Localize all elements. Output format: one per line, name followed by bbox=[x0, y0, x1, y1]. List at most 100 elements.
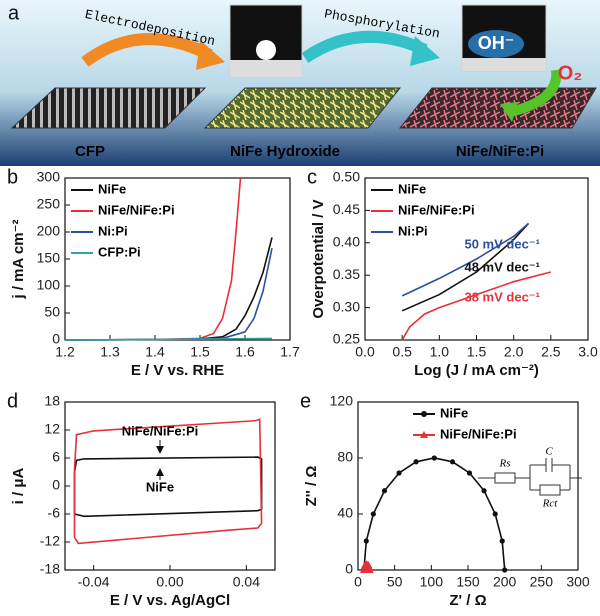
inset-label: C bbox=[545, 446, 553, 458]
series-label: NiFe bbox=[146, 479, 174, 494]
ion-label: OH⁻ bbox=[478, 33, 515, 53]
material-label: NiFe Hydroxide bbox=[230, 143, 340, 160]
point bbox=[365, 566, 374, 573]
data-line bbox=[401, 222, 530, 312]
y-axis-label: j / mA cm⁻² bbox=[10, 219, 27, 299]
y-tick-label: 50 bbox=[44, 304, 60, 320]
y-axis-label: i / μA bbox=[10, 467, 27, 504]
x-tick-label: 1.6 bbox=[235, 344, 255, 360]
point bbox=[370, 511, 376, 517]
resistor bbox=[539, 484, 561, 496]
inset-label: Rct bbox=[542, 498, 559, 510]
legend-label: NiFe/NiFe:Pi bbox=[398, 202, 475, 217]
y-tick-label: 0.40 bbox=[333, 234, 360, 250]
y-tick-label: 40 bbox=[337, 505, 353, 521]
data-line bbox=[64, 237, 273, 341]
point bbox=[381, 488, 388, 494]
point bbox=[492, 511, 498, 517]
data-line bbox=[401, 271, 552, 341]
panel-label: a bbox=[8, 2, 20, 24]
point bbox=[431, 455, 437, 461]
annotation: 48 mV dec⁻¹ bbox=[464, 259, 540, 274]
x-axis-label: Log (J / mA cm⁻²) bbox=[414, 362, 539, 379]
circuit-inset bbox=[478, 458, 582, 496]
x-tick-label: 1.0 bbox=[430, 344, 450, 360]
legend-label: NiFe/NiFe:Pi bbox=[440, 426, 517, 441]
x-tick-label: 1.3 bbox=[100, 344, 120, 360]
annotation: 38 mV dec⁻¹ bbox=[464, 289, 540, 304]
legend-marker bbox=[420, 431, 428, 438]
point bbox=[449, 459, 456, 465]
panel-label: c bbox=[307, 166, 317, 188]
x-axis-label: E / V vs. Ag/AgCl bbox=[110, 592, 230, 609]
arrow-head bbox=[196, 40, 225, 70]
point bbox=[481, 488, 487, 494]
x-axis-label: Z' / Ω bbox=[449, 592, 486, 609]
point bbox=[502, 567, 508, 573]
y-tick-label: 80 bbox=[337, 449, 353, 465]
y-tick-label: 0.45 bbox=[333, 201, 360, 217]
legend-label: NiFe bbox=[440, 405, 468, 420]
resistor bbox=[494, 472, 516, 484]
x-tick-label: 0.5 bbox=[392, 344, 412, 360]
x-tick-label: 0.0 bbox=[355, 344, 375, 360]
x-tick-label: 1.7 bbox=[280, 344, 300, 360]
y-tick-label: 0 bbox=[345, 561, 353, 577]
y-tick-label: 300 bbox=[37, 169, 61, 185]
data-line bbox=[64, 337, 273, 341]
y-tick-label: 6 bbox=[52, 449, 60, 465]
x-tick-label: 1.2 bbox=[55, 344, 75, 360]
x-tick-label: 100 bbox=[420, 574, 444, 590]
panel-label: e bbox=[300, 390, 311, 412]
inset-label: Rs bbox=[499, 458, 511, 470]
point bbox=[413, 459, 419, 465]
y-tick-label: 100 bbox=[37, 277, 61, 293]
y-tick-label: -12 bbox=[40, 533, 60, 549]
y-axis-label: Overpotential / V bbox=[310, 199, 327, 318]
x-tick-label: 300 bbox=[566, 574, 590, 590]
x-tick-label: 1.5 bbox=[190, 344, 210, 360]
x-tick-label: -0.04 bbox=[78, 574, 110, 590]
y-tick-label: -18 bbox=[40, 561, 60, 577]
material-label: CFP bbox=[75, 143, 105, 160]
x-tick-label: 0.04 bbox=[233, 574, 260, 590]
pi-substrate bbox=[398, 87, 597, 129]
x-tick-label: 2.5 bbox=[541, 344, 561, 360]
data-line bbox=[401, 222, 530, 297]
x-tick-label: 0.00 bbox=[156, 574, 183, 590]
data-line bbox=[73, 418, 263, 545]
y-tick-label: 120 bbox=[330, 393, 354, 409]
x-axis-label: E / V vs. RHE bbox=[131, 362, 224, 379]
droplet bbox=[256, 40, 276, 60]
legend-label: Ni:Pi bbox=[398, 223, 428, 238]
x-tick-label: 150 bbox=[456, 574, 480, 590]
arrow-head bbox=[500, 102, 518, 122]
inset-base bbox=[230, 60, 302, 77]
capacitor bbox=[540, 458, 560, 472]
arrow bbox=[81, 33, 213, 67]
arrow bbox=[508, 69, 562, 117]
y-tick-label: 0.25 bbox=[333, 331, 360, 347]
y-tick-label: 0 bbox=[52, 331, 60, 347]
x-tick-label: 3.0 bbox=[578, 344, 598, 360]
panel-label: b bbox=[7, 166, 18, 188]
panel-label: d bbox=[7, 390, 18, 412]
legend-label: CFP:Pi bbox=[98, 244, 141, 259]
schematic: a Electrodeposition Phosphorylation OH⁻ … bbox=[0, 0, 600, 166]
y-tick-label: 250 bbox=[37, 196, 61, 212]
point bbox=[363, 538, 369, 544]
material-label: NiFe/NiFe:Pi bbox=[456, 143, 544, 160]
arrow bbox=[301, 30, 428, 63]
y-axis-label: Z'' / Ω bbox=[303, 466, 320, 507]
y-tick-label: 0.35 bbox=[333, 266, 360, 282]
series-label: NiFe/NiFe:Pi bbox=[122, 423, 199, 438]
y-tick-label: 200 bbox=[37, 223, 61, 239]
x-tick-label: 200 bbox=[493, 574, 517, 590]
x-tick-label: 250 bbox=[530, 574, 554, 590]
data-line bbox=[363, 457, 506, 571]
x-tick-label: 50 bbox=[387, 574, 403, 590]
point bbox=[396, 470, 402, 476]
product-label: O₂ bbox=[558, 62, 582, 84]
